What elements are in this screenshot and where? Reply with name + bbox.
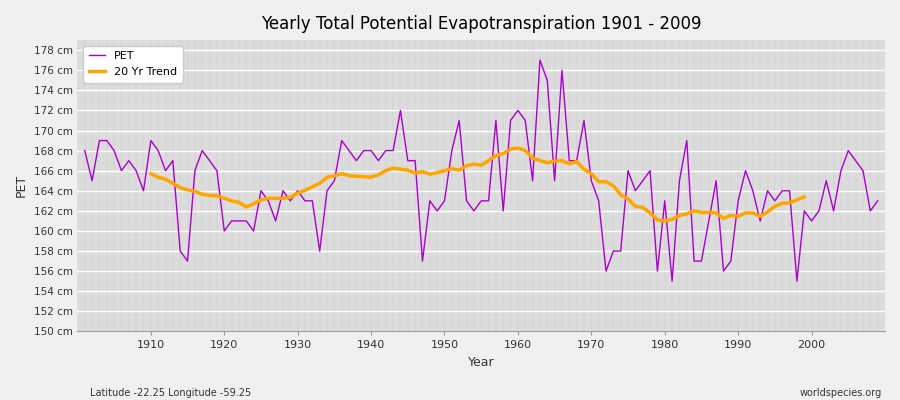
20 Yr Trend (344, 173, 355, 178)
Y-axis label: PET: PET (15, 174, 28, 197)
20 Yr Trend (512, 146, 523, 150)
20 Yr Trend (799, 194, 810, 199)
PET (512, 108, 523, 113)
PET (300, 198, 310, 203)
20 Yr Trend (784, 200, 795, 205)
PET (608, 249, 619, 254)
Text: Latitude -22.25 Longitude -59.25: Latitude -22.25 Longitude -59.25 (90, 388, 251, 398)
20 Yr Trend (608, 183, 619, 188)
PET (505, 118, 516, 123)
X-axis label: Year: Year (468, 356, 494, 369)
Text: worldspecies.org: worldspecies.org (800, 388, 882, 398)
PET (872, 198, 883, 203)
Legend: PET, 20 Yr Trend: PET, 20 Yr Trend (83, 46, 183, 82)
PET (344, 148, 355, 153)
Line: 20 Yr Trend: 20 Yr Trend (151, 148, 805, 221)
Title: Yearly Total Potential Evapotranspiration 1901 - 2009: Yearly Total Potential Evapotranspiratio… (261, 15, 701, 33)
20 Yr Trend (718, 216, 729, 221)
20 Yr Trend (233, 200, 244, 205)
Line: PET: PET (85, 60, 878, 281)
20 Yr Trend (146, 171, 157, 176)
PET (535, 58, 545, 63)
PET (79, 148, 90, 153)
PET (667, 279, 678, 284)
20 Yr Trend (660, 218, 670, 223)
PET (138, 188, 148, 193)
20 Yr Trend (704, 210, 715, 215)
